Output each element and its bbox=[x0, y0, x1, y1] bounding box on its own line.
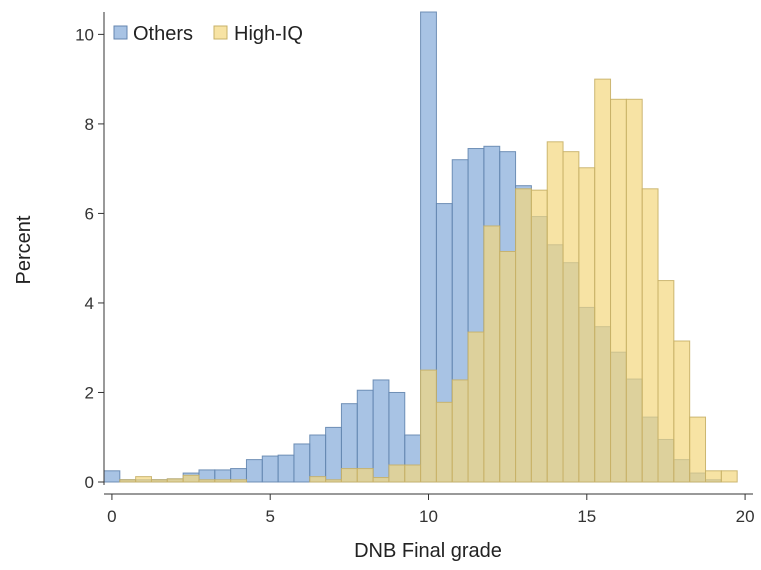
bar-others-9 bbox=[245, 459, 263, 483]
x-tick-label-15: 15 bbox=[577, 507, 596, 526]
y-tick-label-0: 0 bbox=[85, 473, 94, 492]
x-axis-title: DNB Final grade bbox=[354, 540, 502, 562]
bar-others-12 bbox=[293, 443, 311, 483]
bar-high-iq-12 bbox=[372, 477, 390, 483]
bar-high-iq-14 bbox=[404, 464, 422, 483]
bar-others-14 bbox=[325, 426, 342, 483]
bar-high-iq-11 bbox=[356, 468, 374, 483]
series-high-iq-bars bbox=[119, 78, 738, 483]
bar-high-iq-15 bbox=[420, 369, 437, 483]
legend-swatch-high-iq bbox=[213, 25, 228, 40]
bar-others-13 bbox=[309, 434, 327, 483]
bar-others-10 bbox=[261, 455, 279, 483]
y-tick-label-2: 2 bbox=[85, 383, 94, 402]
bar-high-iq-10 bbox=[340, 468, 358, 483]
bar-high-iq-34 bbox=[720, 470, 738, 483]
y-tick-label-8: 8 bbox=[85, 115, 94, 134]
bar-high-iq-27 bbox=[610, 98, 627, 483]
bar-high-iq-31 bbox=[673, 340, 691, 483]
y-tick-label-6: 6 bbox=[85, 204, 94, 223]
bar-high-iq-26 bbox=[594, 78, 612, 483]
y-axis-ticks: 0 2 4 6 8 10 bbox=[75, 25, 104, 492]
bar-high-iq-1 bbox=[135, 476, 152, 483]
legend-swatch-others bbox=[113, 25, 128, 40]
legend: Others High-IQ bbox=[113, 23, 303, 45]
bar-high-iq-33 bbox=[705, 470, 722, 483]
bar-high-iq-17 bbox=[451, 379, 469, 483]
bar-high-iq-4 bbox=[182, 474, 200, 483]
bar-others-0 bbox=[103, 470, 121, 483]
bar-high-iq-8 bbox=[309, 476, 327, 483]
bar-high-iq-0 bbox=[119, 479, 137, 483]
bar-high-iq-23 bbox=[546, 141, 564, 483]
bar-high-iq-25 bbox=[578, 167, 596, 483]
bar-high-iq-18 bbox=[467, 331, 485, 483]
x-tick-label-10: 10 bbox=[419, 507, 438, 526]
x-tick-label-0: 0 bbox=[107, 507, 116, 526]
bar-high-iq-30 bbox=[657, 280, 675, 483]
bar-others-11 bbox=[277, 454, 295, 483]
bar-high-iq-19 bbox=[483, 225, 501, 483]
bar-high-iq-21 bbox=[515, 188, 532, 483]
bar-high-iq-13 bbox=[388, 464, 406, 483]
legend-label-high-iq: High-IQ bbox=[234, 23, 303, 45]
bar-high-iq-29 bbox=[641, 188, 659, 483]
bar-high-iq-32 bbox=[689, 416, 707, 483]
bar-high-iq-6 bbox=[214, 479, 232, 483]
x-axis-ticks: 0 5 10 15 20 bbox=[107, 494, 755, 526]
bar-high-iq-7 bbox=[230, 479, 247, 483]
bar-high-iq-20 bbox=[499, 250, 517, 483]
bar-high-iq-9 bbox=[325, 479, 342, 483]
bar-high-iq-2 bbox=[150, 479, 168, 483]
y-axis-title: Percent bbox=[13, 215, 35, 284]
y-tick-label-4: 4 bbox=[85, 294, 94, 313]
x-tick-label-5: 5 bbox=[265, 507, 274, 526]
bar-high-iq-28 bbox=[625, 98, 643, 483]
bar-high-iq-5 bbox=[198, 479, 216, 483]
bar-high-iq-16 bbox=[435, 401, 453, 483]
y-tick-label-10: 10 bbox=[75, 25, 94, 44]
legend-label-others: Others bbox=[133, 23, 193, 45]
bar-high-iq-24 bbox=[562, 151, 580, 483]
bar-high-iq-22 bbox=[530, 189, 548, 483]
x-tick-label-20: 20 bbox=[736, 507, 755, 526]
bar-others-17 bbox=[372, 379, 390, 483]
bar-high-iq-3 bbox=[166, 478, 184, 483]
